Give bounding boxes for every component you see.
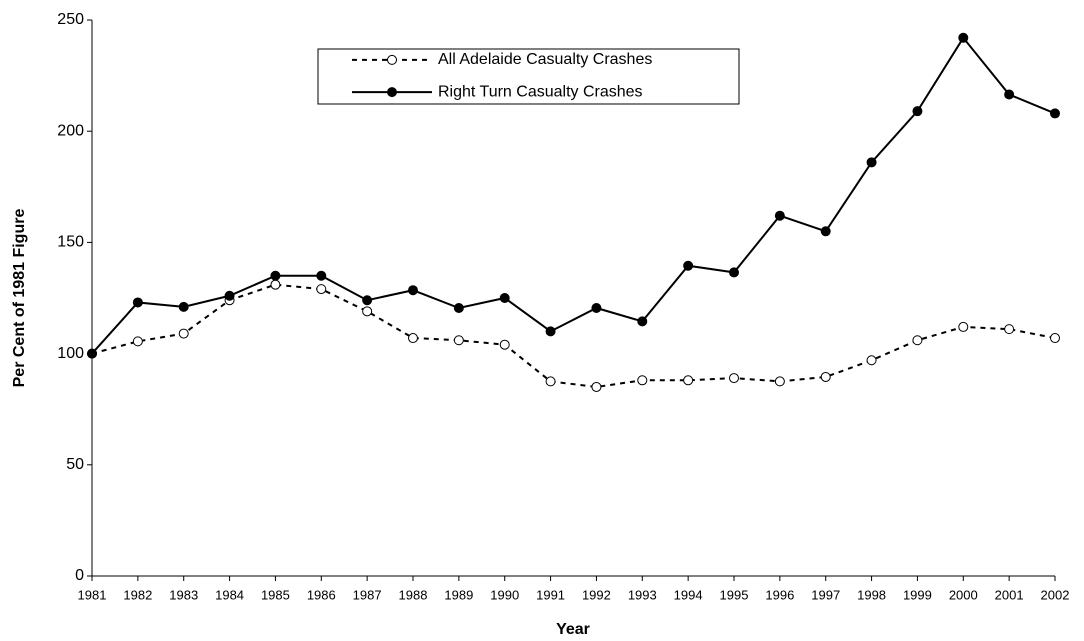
x-tick-label: 1981 — [78, 587, 107, 602]
x-tick-label: 2002 — [1041, 587, 1070, 602]
y-tick-label: 0 — [75, 567, 84, 584]
point — [270, 270, 281, 281]
x-tick-label: 1993 — [628, 587, 657, 602]
point — [729, 267, 739, 278]
x-tick-label: 2000 — [949, 587, 978, 602]
point — [683, 260, 694, 271]
point — [774, 210, 785, 221]
point — [866, 157, 877, 168]
point — [958, 32, 969, 43]
x-tick-label: 1996 — [765, 587, 794, 602]
point — [408, 285, 418, 296]
y-axis-label: Per Cent of 1981 Figure — [11, 209, 28, 388]
legend-marker — [387, 54, 397, 65]
point — [912, 335, 923, 346]
point — [499, 293, 510, 303]
point — [178, 301, 189, 312]
point — [729, 373, 739, 384]
point — [362, 306, 373, 317]
series-line — [91, 283, 1056, 388]
y-tick-label: 200 — [57, 122, 84, 139]
x-tick-label: 1997 — [811, 587, 840, 602]
point — [270, 279, 281, 290]
point — [132, 297, 143, 308]
point — [545, 326, 556, 337]
point — [591, 381, 602, 392]
point — [1004, 89, 1015, 100]
point — [1050, 333, 1060, 344]
x-tick-label: 1984 — [215, 587, 244, 602]
x-tick-label: 1982 — [123, 587, 152, 602]
x-tick-label: 1999 — [903, 587, 932, 602]
x-tick-label: 1991 — [536, 587, 565, 602]
x-tick-label: 1998 — [857, 587, 886, 602]
legend-marker — [387, 87, 397, 98]
x-tick-label: 1994 — [674, 587, 703, 602]
x-tick-label: 1989 — [444, 587, 473, 602]
x-tick-label: 2001 — [995, 587, 1024, 602]
point — [545, 376, 556, 387]
y-tick-label: 100 — [57, 345, 84, 362]
x-tick-label: 1995 — [720, 587, 749, 602]
point — [912, 106, 923, 117]
point — [683, 375, 694, 386]
point — [958, 321, 969, 332]
point — [1050, 108, 1060, 119]
point — [453, 335, 464, 346]
point — [499, 339, 510, 350]
x-axis-label: Year — [556, 621, 590, 638]
point — [591, 303, 602, 314]
series-line — [91, 36, 1056, 355]
point — [820, 371, 831, 382]
point — [408, 333, 418, 344]
point — [316, 270, 327, 281]
x-tick-label: 1987 — [353, 587, 382, 602]
legend-label: All Adelaide Casualty Crashes — [438, 51, 652, 68]
point — [453, 303, 464, 314]
point — [87, 348, 97, 359]
x-tick-label: 1992 — [582, 587, 611, 602]
point — [866, 355, 877, 366]
point — [132, 336, 143, 347]
x-tick-label: 1988 — [399, 587, 428, 602]
point — [178, 328, 189, 339]
x-tick-label: 1990 — [490, 587, 519, 602]
y-tick-label: 150 — [57, 234, 84, 251]
point — [316, 284, 327, 295]
x-tick-label: 1986 — [307, 587, 336, 602]
x-tick-label: 1985 — [261, 587, 290, 602]
point — [637, 316, 648, 327]
point — [637, 375, 648, 386]
legend-label: Right Turn Casualty Crashes — [438, 83, 643, 100]
point — [820, 226, 831, 237]
point — [1004, 324, 1015, 335]
point — [774, 376, 785, 387]
y-tick-label: 50 — [66, 456, 84, 473]
y-tick-label: 250 — [57, 11, 84, 28]
point — [224, 290, 235, 301]
point — [362, 295, 373, 306]
x-tick-label: 1983 — [169, 587, 198, 602]
